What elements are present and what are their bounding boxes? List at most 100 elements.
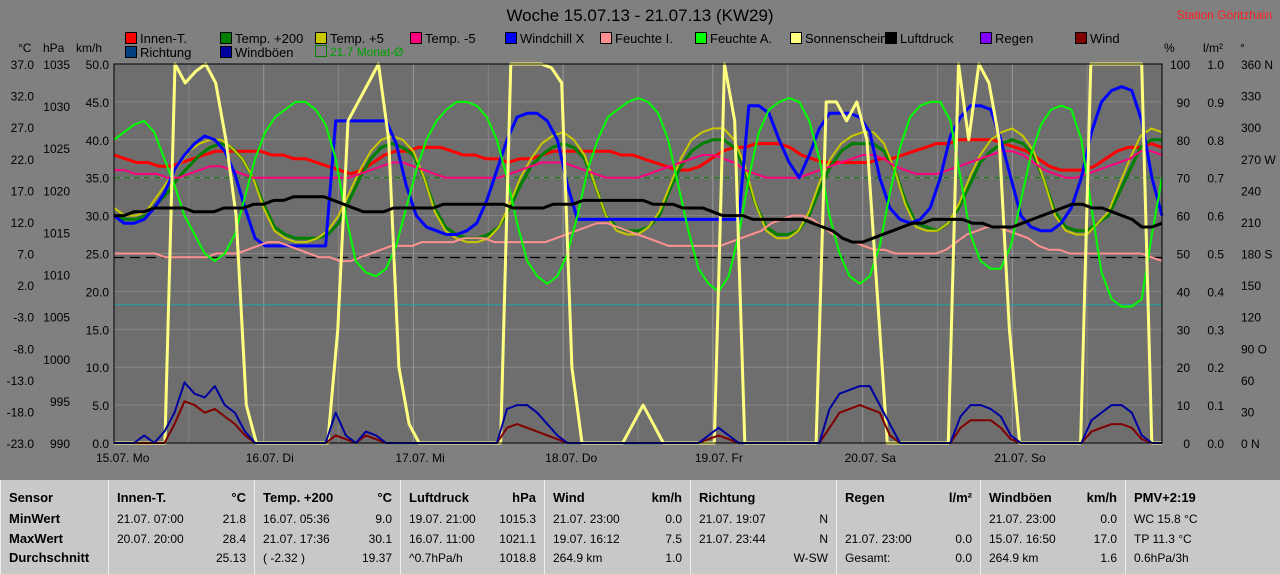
stats-row: 16.07. 05:36 9.0 [263, 510, 392, 528]
stats-cell-label: 19.07. 21:00 [409, 512, 476, 526]
stats-column-header: Windböen km/h [989, 490, 1117, 505]
stats-table: Sensor MinWert MaxWert Durchschnitt Innen-T.… [0, 480, 1280, 574]
stats-cell-label: MaxWert [9, 530, 63, 546]
tick-label-temp: 2.0 [17, 279, 34, 293]
legend-item: Regen [980, 31, 1033, 46]
stats-cell-label: 20.07. 20:00 [117, 531, 184, 546]
tick-label-rain: 0.6 [1207, 210, 1224, 224]
stats-row: 21.07. 07:00 21.8 [117, 510, 246, 528]
weather-chart: Woche 15.07.13 - 21.07.13 (KW29) Station… [6, 6, 1277, 465]
legend-item: 21.7 Monat-Ø [315, 45, 403, 59]
stats-header-label: Luftdruck [409, 490, 469, 505]
tick-label-temp: 7.0 [17, 248, 34, 262]
stats-cell-value: 1018.8 [499, 551, 536, 565]
stats-cell-label: 21.07. 23:00 [989, 512, 1056, 526]
stats-column-header: Wind km/h [553, 490, 682, 505]
series-line [114, 214, 1163, 263]
stats-column-header: Sensor [9, 490, 100, 505]
stats-cell-label: 19.07. 16:12 [553, 531, 620, 546]
stats-header-unit: km/h [1086, 490, 1117, 505]
x-tick-label: 19.07. Fr [695, 451, 743, 465]
tick-label-direction: 90 O [1241, 342, 1267, 356]
tick-label-pressure: 1025 [43, 142, 70, 156]
legend-swatch [980, 32, 992, 44]
stats-row: 15.07. 16:50 17.0 [989, 530, 1117, 548]
stats-row: W-SW [699, 549, 828, 567]
legend-label: Regen [995, 31, 1034, 46]
stats-cell-value: W-SW [793, 551, 828, 565]
legend-swatch [885, 32, 897, 44]
stats-row: Gesamt: 0.0 [845, 549, 972, 567]
tick-label-wind: 50.0 [86, 58, 110, 72]
stats-cell-label: 21.07. 23:44 [699, 531, 766, 546]
stats-header-label: Temp. +200 [263, 490, 334, 505]
tick-label-pressure: 1035 [43, 58, 70, 72]
stats-header-unit: °C [377, 490, 392, 505]
legend-swatch [790, 32, 802, 44]
x-tick-label: 20.07. Sa [845, 451, 897, 465]
legend-swatch [220, 46, 232, 58]
legend-item: Windböen [220, 45, 294, 60]
stats-cell-value: 9.0 [375, 512, 392, 526]
tick-label-direction: 240 [1241, 184, 1261, 198]
series-line [113, 138, 1162, 240]
tick-label-rain: 0.7 [1207, 172, 1224, 186]
stats-cell-value: 1.0 [665, 551, 682, 565]
stats-row: 19.07. 16:12 7.5 [553, 530, 682, 548]
x-tick-label: 21.07. So [994, 451, 1046, 465]
legend-item: Windchill X [505, 31, 584, 46]
tick-label-wind: 5.0 [92, 399, 109, 413]
stats-row [845, 510, 972, 528]
tick-label-percent: 100 [1170, 58, 1190, 72]
tick-label-percent: 0 [1183, 437, 1190, 451]
stats-column: Windböen km/h 21.07. 23:00 0.0 15.07. 16:50 1… [980, 480, 1125, 574]
legend-label: Sonnenschein [805, 31, 888, 46]
stats-header-unit: hPa [512, 490, 536, 505]
stats-cell-value: N [819, 512, 828, 526]
legend-label: 21.7 Monat-Ø [330, 45, 404, 59]
stats-cell-value: 28.4 [222, 531, 246, 546]
legend-label: Innen-T. [140, 31, 187, 46]
unit-temp: °C [18, 41, 32, 55]
stats-cell-label: WC 15.8 °C [1134, 512, 1198, 526]
stats-cell-label: ^0.7hPa/h [409, 551, 463, 565]
stats-cell-label: 21.07. 23:00 [845, 531, 912, 546]
tick-label-direction: 210 [1241, 216, 1261, 230]
stats-row: TP 11.3 °C [1134, 530, 1272, 548]
tick-label-temp: -18.0 [7, 405, 35, 419]
stats-header-label: Innen-T. [117, 490, 167, 505]
tick-label-temp: -23.0 [7, 437, 35, 451]
stats-cell-value: 0.0 [955, 531, 972, 546]
stats-cell-value: 0.0 [955, 551, 972, 565]
x-tick-label: 15.07. Mo [96, 451, 150, 465]
legend-label: Temp. -5 [425, 31, 476, 46]
stats-column-header: Innen-T. °C [117, 490, 246, 505]
tick-label-percent: 20 [1177, 361, 1191, 375]
plot-area: 37.0 32.0 27.0 22.0 17.0 12.0 7.0 2.0 -3.0 -8.0 -1… [7, 58, 1277, 465]
legend-swatch [1075, 32, 1087, 44]
unit-percent: % [1164, 41, 1175, 55]
tick-label-pressure: 1010 [43, 269, 70, 283]
stats-column: PMV+2:19 WC 15.8 °C TP 11.3 °C 0.6hPa/3h [1125, 480, 1280, 574]
chart-title: Woche 15.07.13 - 21.07.13 (KW29) [506, 6, 774, 25]
stats-cell-value: 0.0 [1100, 512, 1117, 526]
tick-label-percent: 80 [1177, 134, 1191, 148]
tick-label-wind: 30.0 [86, 210, 110, 224]
tick-label-rain: 0.8 [1207, 134, 1224, 148]
legend-item: Temp. -5 [410, 31, 476, 46]
tick-label-pressure: 1000 [43, 353, 70, 367]
tick-label-pressure: 990 [50, 437, 70, 451]
series-line [113, 138, 1163, 176]
stats-cell-label: 21.07. 23:00 [553, 512, 620, 526]
series-line [113, 97, 1163, 308]
tick-label-wind: 15.0 [86, 323, 110, 337]
tick-label-percent: 90 [1177, 96, 1191, 110]
stats-column-header: Richtung [699, 490, 828, 505]
legend-item: Feuchte I. [600, 31, 673, 46]
tick-label-wind: 10.0 [86, 361, 110, 375]
tick-label-direction: 330 [1241, 90, 1261, 104]
stats-cell-label: TP 11.3 °C [1134, 531, 1192, 546]
stats-row: MinWert [9, 510, 100, 528]
stats-header-label: PMV+2:19 [1134, 490, 1196, 505]
tick-label-percent: 30 [1177, 323, 1191, 337]
